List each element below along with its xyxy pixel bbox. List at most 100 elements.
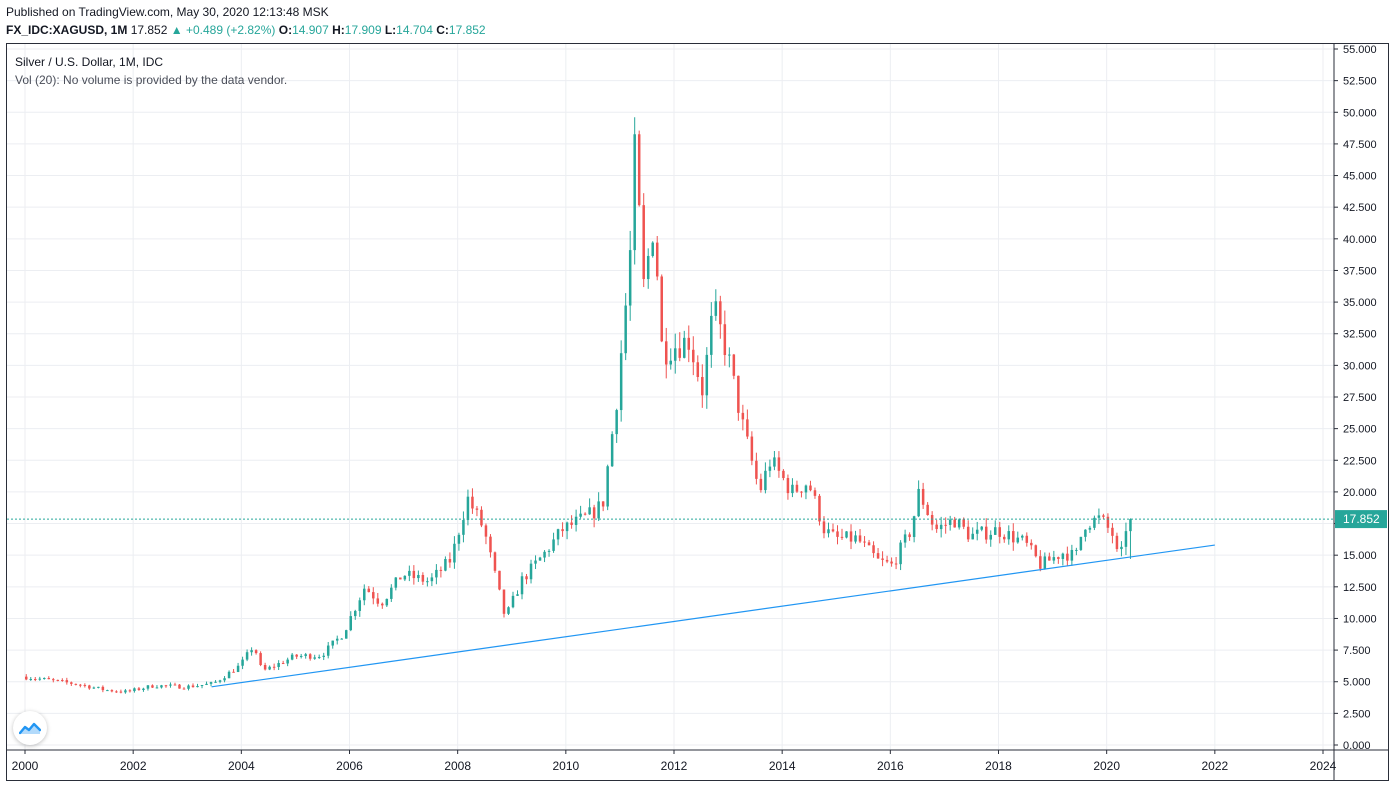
candle-body <box>47 678 51 680</box>
candle-body <box>687 337 691 350</box>
candle-body <box>845 531 848 538</box>
candle-body <box>1003 536 1006 540</box>
candle-body <box>714 301 718 316</box>
candle-body <box>957 519 961 528</box>
candle-body <box>1025 535 1029 543</box>
candle-body <box>74 683 78 685</box>
symbol-ohlc-line: FX_IDC:XAGUSD, 1M 17.852 ▲ +0.489 (+2.82… <box>6 23 486 37</box>
x-tick-label: 2022 <box>1201 759 1228 773</box>
last-price: 17.852 <box>130 23 168 37</box>
candle-body <box>696 362 700 378</box>
candle-body <box>268 666 271 670</box>
y-tick-label: 55.000 <box>1343 44 1377 56</box>
candle-body <box>232 671 235 673</box>
candle-body <box>511 595 515 608</box>
candle-body <box>1052 557 1056 561</box>
candle-body <box>205 683 208 685</box>
candle-body <box>683 337 686 358</box>
candle-body <box>890 561 893 564</box>
candle-body <box>281 663 285 665</box>
change-arrow-icon: ▲ <box>170 23 183 37</box>
candle-body <box>768 466 772 471</box>
candle-body <box>399 577 402 580</box>
candle-body <box>92 687 96 689</box>
candle-body <box>218 680 222 682</box>
open-value: 14.907 <box>292 23 329 37</box>
candle-body <box>1097 515 1101 518</box>
y-tick-label: 45.000 <box>1343 171 1377 183</box>
candle-body <box>989 534 992 540</box>
candle-body <box>372 592 375 599</box>
candle-body <box>453 543 456 563</box>
candle-body <box>155 687 159 689</box>
candle-body <box>525 576 528 580</box>
candle-body <box>552 539 555 551</box>
candle-body <box>728 354 731 356</box>
candle-body <box>178 684 181 689</box>
candle-body <box>245 652 249 660</box>
candle-body <box>971 533 974 540</box>
candle-body <box>408 570 411 576</box>
candle-body <box>223 678 226 681</box>
y-tick-label: 10.000 <box>1343 613 1377 625</box>
y-tick-label: 25.000 <box>1343 424 1377 436</box>
candle-body <box>317 656 321 658</box>
candle-body <box>1007 531 1011 540</box>
candle-body <box>34 679 37 681</box>
candle-body <box>390 587 393 599</box>
candle-body <box>633 134 636 251</box>
current-price-tag-box <box>1335 510 1387 529</box>
candle-body <box>435 569 438 578</box>
candle-body <box>619 353 623 411</box>
candle-body <box>1115 535 1119 550</box>
change-value: +0.489 (+2.82%) <box>185 23 276 37</box>
candle-body <box>655 242 659 277</box>
x-tick-label: 2006 <box>336 759 363 773</box>
candle-body <box>1111 527 1114 536</box>
trendline[interactable] <box>211 544 1215 688</box>
candle-body <box>241 659 244 666</box>
candle-body <box>628 250 632 306</box>
candle-body <box>701 377 704 396</box>
candle-body <box>732 354 736 376</box>
candle-body <box>200 684 204 687</box>
candle-body <box>723 324 727 356</box>
candle-body <box>876 553 880 559</box>
price-axis[interactable]: 0.000 2.500 5.000 7.500 10.000 12.500 15.000 17… <box>1334 44 1377 752</box>
y-tick-label: 42.500 <box>1343 202 1377 214</box>
logo-cloud-icon <box>19 722 41 735</box>
candle-body <box>1066 553 1069 561</box>
candle-body <box>1030 542 1033 546</box>
open-label: O: <box>278 23 293 37</box>
candle-body <box>565 522 569 532</box>
x-tick-label: 2000 <box>12 759 39 773</box>
candle-body <box>854 535 857 542</box>
candle-body <box>133 688 136 692</box>
candle-body <box>507 607 510 614</box>
candle-body <box>759 478 763 491</box>
candle-body <box>561 529 564 532</box>
candle-body <box>137 688 141 691</box>
candle-body <box>381 603 384 606</box>
candle-body <box>1034 545 1038 557</box>
x-tick-label: 2014 <box>769 759 796 773</box>
high-value: 17.909 <box>344 23 382 37</box>
candle-body <box>998 527 1002 537</box>
candle-body <box>692 349 695 363</box>
tradingview-logo-icon[interactable] <box>13 711 47 745</box>
candle-body <box>610 434 614 467</box>
candle-body <box>484 525 488 537</box>
candle-body <box>304 654 307 656</box>
candle-body <box>912 516 916 538</box>
candle-body <box>750 436 754 461</box>
candle-body <box>719 301 722 325</box>
candle-body <box>254 650 258 654</box>
time-axis[interactable]: 2000 2002 2004 2006 2008 2010 2012 2014 2016 2018… <box>12 750 1337 773</box>
close-label: C: <box>436 23 449 37</box>
candle-body <box>430 577 434 582</box>
y-tick-label: 52.500 <box>1343 76 1377 88</box>
candle-body <box>547 550 551 552</box>
candle-body <box>322 655 325 657</box>
candle-body <box>110 690 114 692</box>
